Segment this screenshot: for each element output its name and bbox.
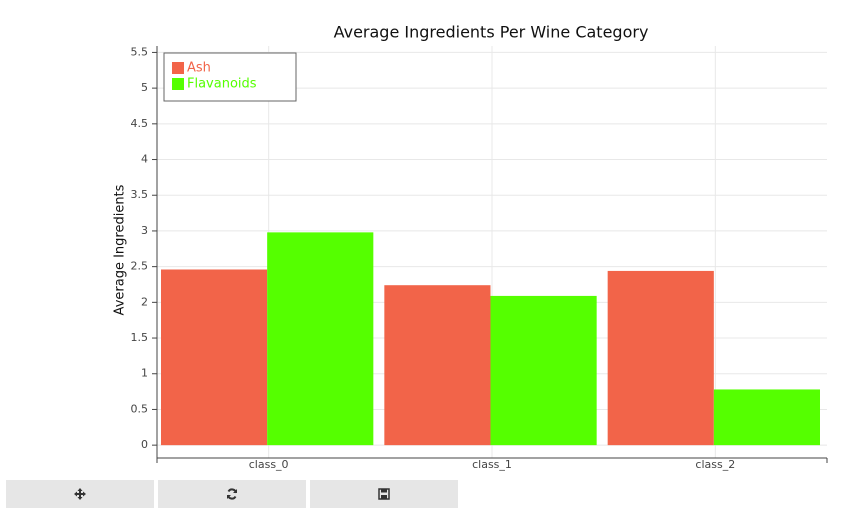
bar (384, 285, 491, 446)
y-tick-label: 1 (141, 367, 148, 380)
bar (713, 389, 820, 446)
pan-button[interactable] (6, 480, 154, 508)
bar (267, 232, 374, 446)
y-tick-label: 1.5 (131, 331, 149, 344)
y-tick-label: 2.5 (131, 260, 149, 273)
x-tick-label: class_2 (695, 458, 735, 471)
y-tick-label: 5 (141, 81, 148, 94)
reset-button[interactable] (158, 480, 306, 508)
bar (607, 270, 714, 446)
save-button[interactable] (310, 480, 458, 508)
legend-label: Ash (187, 61, 211, 76)
y-tick-label: 2 (141, 295, 148, 308)
y-tick-label: 4 (141, 153, 148, 166)
legend-label: Flavanoids (187, 77, 257, 92)
chart: Average Ingredients Per Wine Category Av… (113, 23, 828, 471)
y-axis-label: Average Ingredients (113, 184, 128, 315)
bar (490, 295, 597, 446)
save-icon (378, 488, 390, 500)
y-tick-label: 0 (141, 438, 148, 451)
reset-icon (227, 488, 237, 500)
y-tick-label: 3.5 (131, 188, 149, 201)
x-tick-label: class_0 (249, 458, 289, 471)
legend-swatch (172, 62, 184, 74)
y-tick-label: 0.5 (131, 402, 149, 415)
chart-title: Average Ingredients Per Wine Category (334, 23, 649, 42)
legend-box (163, 52, 297, 102)
legend-swatch (172, 78, 184, 90)
y-tick-label: 3 (141, 224, 148, 237)
bar (161, 269, 268, 446)
pan-icon (74, 488, 86, 500)
y-tick-label: 5.5 (131, 45, 149, 58)
x-tick-label: class_1 (472, 458, 512, 471)
y-tick-label: 4.5 (131, 117, 149, 130)
